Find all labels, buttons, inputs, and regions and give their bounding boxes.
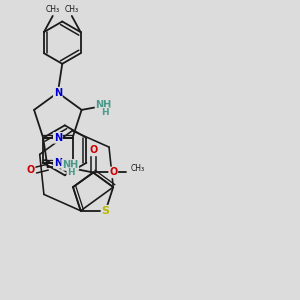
Text: NH: NH bbox=[62, 160, 78, 170]
Text: CH₃: CH₃ bbox=[65, 4, 79, 14]
Text: CH₃: CH₃ bbox=[46, 4, 60, 14]
Text: H: H bbox=[101, 108, 109, 117]
Text: CH₃: CH₃ bbox=[131, 164, 145, 173]
Text: NH: NH bbox=[95, 100, 112, 110]
Text: O: O bbox=[26, 165, 35, 175]
Text: N: N bbox=[54, 158, 62, 168]
Text: H: H bbox=[67, 168, 75, 177]
Text: O: O bbox=[89, 146, 98, 155]
Text: S: S bbox=[101, 206, 110, 216]
Text: N: N bbox=[54, 133, 62, 143]
Text: N: N bbox=[54, 88, 62, 98]
Text: O: O bbox=[109, 167, 117, 177]
